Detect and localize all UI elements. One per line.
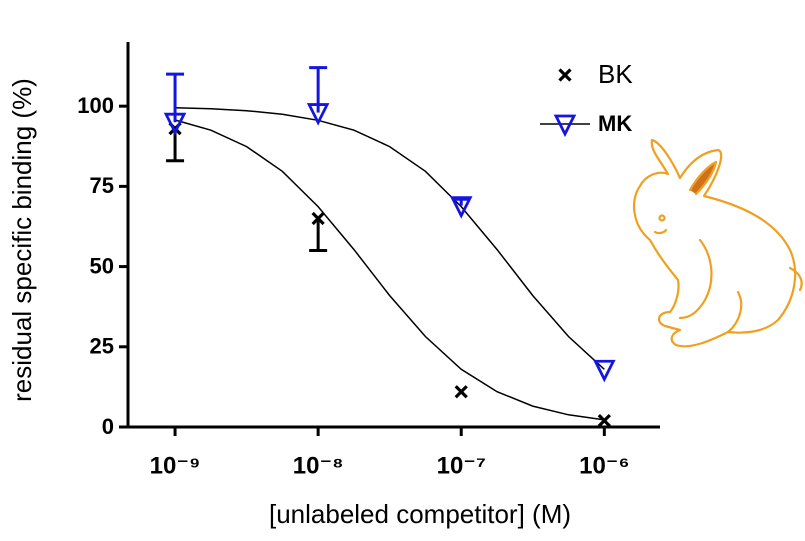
x-tick-label: 10⁻⁷ <box>437 452 486 479</box>
legend-item: MK <box>540 111 632 136</box>
point-marker <box>599 415 610 426</box>
page: {"chart_data": { "type": "scatter", "x_l… <box>0 0 805 536</box>
legend-label: BK <box>598 59 633 89</box>
x-tick-label: 10⁻⁸ <box>293 452 344 479</box>
y-tick-label: 75 <box>90 173 114 198</box>
chart: [unlabeled competitor] (M) residual spec… <box>0 0 805 536</box>
y-axis-label: residual specific binding (%) <box>7 78 37 402</box>
x-axis-label: [unlabeled competitor] (M) <box>269 499 571 529</box>
legend-label: MK <box>598 111 632 136</box>
fit-curve <box>175 108 604 370</box>
legend-marker <box>556 116 574 134</box>
y-tick-label: 25 <box>90 334 114 359</box>
y-tick-label: 100 <box>77 93 114 118</box>
fit-curve <box>175 120 604 420</box>
legend-item: BK <box>560 59 634 89</box>
x-tick-label: 10⁻⁹ <box>150 452 201 479</box>
y-tick-label: 50 <box>90 253 114 278</box>
y-tick-label: 0 <box>102 414 114 439</box>
legend-marker <box>560 70 571 81</box>
point-marker <box>595 361 613 379</box>
rabbit-illustration <box>634 140 802 346</box>
x-tick-label: 10⁻⁶ <box>579 452 629 479</box>
point-marker <box>456 386 467 397</box>
